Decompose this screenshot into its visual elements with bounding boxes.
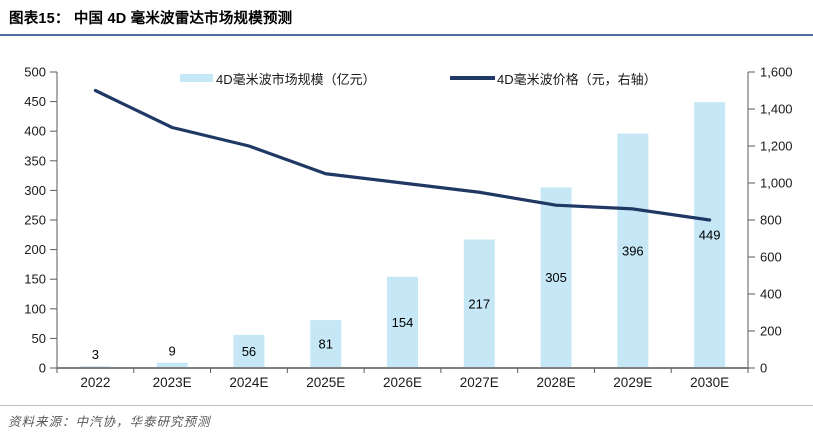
x-axis-label-2022: 2022 — [80, 375, 110, 390]
left-axis-label: 0 — [39, 361, 46, 376]
x-axis-label-2024E: 2024E — [229, 375, 268, 390]
right-axis-label: 200 — [760, 324, 782, 339]
bar-2026E — [387, 276, 418, 368]
legend-item-market-size: 4D毫米波市场规模（亿元） — [180, 70, 376, 87]
x-axis-label-2026E: 2026E — [383, 375, 422, 390]
legend-label-price: 4D毫米波价格（元，右轴） — [497, 71, 657, 87]
x-axis-label-2029E: 2029E — [613, 375, 652, 390]
bar-2028E — [540, 187, 572, 368]
price-line — [93, 88, 712, 222]
left-axis-label: 250 — [24, 213, 46, 228]
x-axis-label-2028E: 2028E — [537, 375, 576, 390]
right-axis-label: 1,000 — [760, 176, 793, 191]
bar-label-2027E: 217 — [468, 296, 490, 311]
x-axis-label-2023E: 2023E — [153, 375, 192, 390]
legend-label-market-size: 4D毫米波市场规模（亿元） — [216, 71, 376, 87]
x-axis-label-2030E: 2030E — [690, 375, 729, 390]
bar-2027E — [463, 239, 495, 368]
left-axis-label: 450 — [24, 94, 46, 109]
bar-label-2022: 3 — [92, 347, 99, 362]
left-axis-label: 350 — [24, 153, 46, 168]
right-axis-label: 1,600 — [760, 65, 793, 80]
bar-label-2028E: 305 — [545, 270, 567, 285]
left-axis-label: 50 — [32, 331, 46, 346]
left-axis-label: 200 — [24, 242, 46, 257]
x-axis-label-2025E: 2025E — [306, 375, 345, 390]
left-axis-label: 100 — [24, 301, 46, 316]
bar-label-2030E: 449 — [699, 228, 721, 243]
bar-label-2024E: 56 — [242, 344, 256, 359]
right-axis-label: 1,200 — [760, 139, 793, 154]
right-axis-label: 0 — [760, 361, 767, 376]
x-axis-label-2027E: 2027E — [460, 375, 499, 390]
right-axis-label: 1,400 — [760, 102, 793, 117]
right-axis-label: 800 — [760, 213, 782, 228]
bar-swatch-icon — [180, 74, 213, 82]
right-axis-label: 600 — [760, 250, 782, 265]
bar-2023E — [156, 362, 188, 368]
legend-item-price: 4D毫米波价格（元，右轴） — [450, 70, 657, 87]
bar-label-2023E: 9 — [169, 344, 176, 359]
right-axis-label: 400 — [760, 287, 782, 302]
bar-2025E — [310, 320, 342, 368]
bar-2029E — [617, 133, 649, 368]
bar-label-2029E: 396 — [622, 243, 644, 258]
source-divider — [0, 405, 813, 406]
figure-title: 图表15： 中国 4D 毫米波雷达市场规模预测 — [9, 11, 293, 27]
bar-2024E — [233, 334, 265, 368]
left-axis-label: 300 — [24, 183, 46, 198]
bar-label-2025E: 81 — [318, 337, 332, 352]
bar-2030E — [694, 102, 726, 368]
left-axis-label: 150 — [24, 272, 46, 287]
source-note: 资料来源：中汽协，华泰研究预测 — [8, 415, 211, 429]
left-axis-label: 500 — [24, 65, 46, 80]
bar-label-2026E: 154 — [392, 315, 414, 330]
title-divider — [0, 34, 813, 36]
left-axis-label: 400 — [24, 124, 46, 139]
line-swatch-icon — [450, 76, 495, 80]
